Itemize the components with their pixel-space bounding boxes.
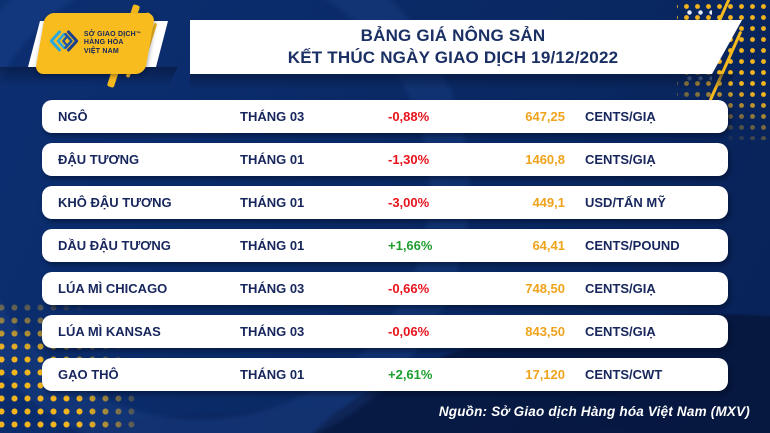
price-unit: CENTS/POUND [585,238,680,253]
price-unit: USD/TẤN MỸ [585,195,666,210]
contract-month: THÁNG 03 [240,281,305,296]
table-row: KHÔ ĐẬU TƯƠNG THÁNG 01 -3,00% 449,1 USD/… [42,186,728,219]
source-note: Nguồn: Sở Giao dịch Hàng hóa Việt Nam (M… [438,404,750,419]
commodity-name: GẠO THÔ [58,367,119,382]
contract-month: THÁNG 03 [240,324,305,339]
price-value: 843,50 [525,324,565,339]
decor-banner-shadow [190,74,735,89]
contract-month: THÁNG 01 [240,238,305,253]
commodity-name: LÚA MÌ KANSAS [58,324,161,339]
contract-month: THÁNG 03 [240,109,305,124]
page-title-line1: BẢNG GIÁ NÔNG SẢN [360,25,546,45]
change-percent: +1,66% [388,238,433,253]
commodity-name: NGÔ [58,109,88,124]
mxv-chevrons-icon [49,29,79,58]
title-banner: BẢNG GIÁ NÔNG SẢN KẾT THÚC NGÀY GIAO DỊC… [190,20,742,74]
contract-month: THÁNG 01 [240,152,305,167]
commodity-name: KHÔ ĐẬU TƯƠNG [58,195,172,210]
table-row: DẦU ĐẬU TƯƠNG THÁNG 01 +1,66% 64,41 CENT… [42,229,728,262]
commodity-name: LÚA MÌ CHICAGO [58,281,168,296]
contract-month: THÁNG 01 [240,367,305,382]
change-percent: -0,06% [388,324,430,339]
price-value: 17,120 [525,367,565,382]
change-percent: +2,61% [388,367,433,382]
table-row: ĐẬU TƯƠNG THÁNG 01 -1,30% 1460,8 CENTS/G… [42,143,728,176]
table-row: GẠO THÔ THÁNG 01 +2,61% 17,120 CENTS/CWT [42,358,728,391]
price-value: 449,1 [532,195,565,210]
table-row: NGÔ THÁNG 03 -0,88% 647,25 CENTS/GIẠ [42,100,728,133]
price-unit: CENTS/GIẠ [585,324,656,339]
price-unit: CENTS/GIẠ [585,152,656,167]
commodity-name: DẦU ĐẬU TƯƠNG [58,238,171,253]
price-value: 647,25 [525,109,565,124]
change-percent: -1,30% [388,152,430,167]
price-unit: CENTS/CWT [585,367,663,382]
change-percent: -3,00% [388,195,430,210]
commodity-name: ĐẬU TƯƠNG [58,152,140,167]
change-percent: -0,88% [388,109,430,124]
price-unit: CENTS/GIẠ [585,281,656,296]
price-value: 1460,8 [525,152,565,167]
table-row: LÚA MÌ CHICAGO THÁNG 03 -0,66% 748,50 CE… [42,272,728,305]
change-percent: -0,66% [388,281,430,296]
price-value: 64,41 [532,238,565,253]
mxv-logo: SỞ GIAO DỊCH™ HÀNG HÓA VIỆT NAM [34,13,156,74]
org-name: SỞ GIAO DỊCH™ HÀNG HÓA VIỆT NAM [83,30,142,55]
table-row: LÚA MÌ KANSAS THÁNG 03 -0,06% 843,50 CEN… [42,315,728,348]
contract-month: THÁNG 01 [240,195,305,210]
page-title-line2: KẾT THÚC NGÀY GIAO DỊCH 19/12/2022 [287,48,619,67]
price-unit: CENTS/GIẠ [585,109,656,124]
price-value: 748,50 [525,281,565,296]
